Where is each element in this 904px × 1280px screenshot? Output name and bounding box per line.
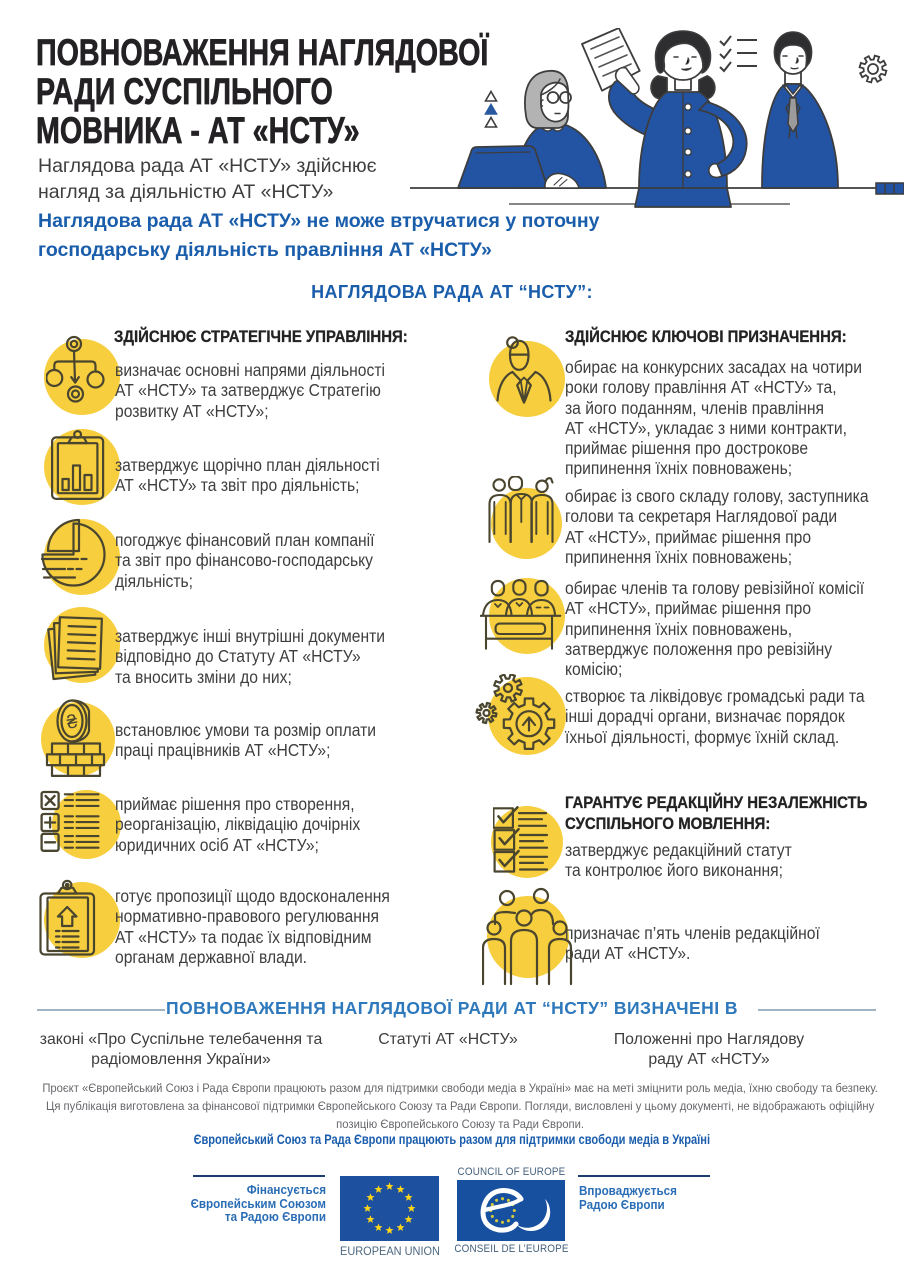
svg-text:₴: ₴ [65, 711, 79, 734]
